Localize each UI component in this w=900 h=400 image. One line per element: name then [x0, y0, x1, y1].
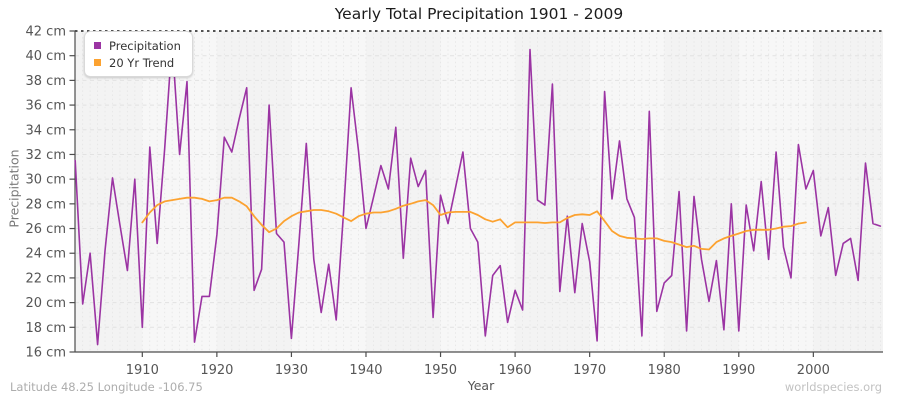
x-axis-title: Year	[467, 378, 495, 393]
watermark: worldspecies.org	[784, 380, 882, 394]
trend-line	[141, 196, 807, 251]
x-tick-label-1990: 1990	[722, 363, 755, 378]
legend-item-precipitation[interactable]: Precipitation	[94, 37, 181, 54]
trend-swatch-icon	[94, 59, 101, 66]
y-tick-label-16: 16 cm	[26, 346, 67, 361]
axis-lines	[74, 31, 883, 353]
y-tick-label-36: 36 cm	[26, 99, 67, 114]
precipitation-swatch-icon	[94, 42, 101, 49]
coordinates-caption: Latitude 48.25 Longitude -106.75	[10, 380, 203, 394]
y-tick-label-26: 26 cm	[26, 222, 67, 237]
y-tick-label-38: 38 cm	[26, 74, 67, 89]
decade-bands	[142, 31, 814, 352]
chart-title: Yearly Total Precipitation 1901 - 2009	[334, 5, 624, 23]
precipitation-line	[74, 40, 882, 346]
legend-label-trend: 20 Yr Trend	[109, 55, 175, 70]
y-tick-label-18: 18 cm	[26, 321, 67, 336]
x-tick-label-1960: 1960	[499, 363, 532, 378]
y-tick-label-24: 24 cm	[26, 247, 67, 262]
x-tick-label-1970: 1970	[573, 363, 606, 378]
x-tick-label-1940: 1940	[349, 363, 382, 378]
y-axis-ticks	[69, 30, 75, 353]
y-tick-label-20: 20 cm	[26, 296, 67, 311]
x-tick-label-1920: 1920	[200, 363, 233, 378]
x-tick-label-2000: 2000	[797, 363, 830, 378]
x-tick-label-1950: 1950	[424, 363, 457, 378]
y-tick-label-30: 30 cm	[26, 173, 67, 188]
y-tick-label-42: 42 cm	[26, 25, 67, 40]
y-axis-title: Precipitation	[6, 149, 22, 228]
x-tick-label-1980: 1980	[648, 363, 681, 378]
x-tick-label-1930: 1930	[275, 363, 308, 378]
y-tick-label-22: 22 cm	[26, 271, 67, 286]
x-axis-ticks	[141, 352, 814, 357]
y-tick-label-40: 40 cm	[26, 49, 67, 64]
y-tick-label-34: 34 cm	[26, 123, 67, 138]
x-axis-tick-labels: 1910 1920 1930 1940 1950 1960 1970 1980 1990 2000	[126, 363, 830, 378]
y-tick-label-28: 28 cm	[26, 197, 67, 212]
legend-label-precipitation: Precipitation	[109, 38, 181, 53]
x-tick-label-1910: 1910	[126, 363, 159, 378]
y-tick-label-32: 32 cm	[26, 148, 67, 163]
legend-box: Precipitation 20 Yr Trend	[84, 31, 193, 77]
legend-item-trend[interactable]: 20 Yr Trend	[94, 54, 181, 71]
y-axis-tick-labels: 16 cm 18 cm 20 cm 22 cm 24 cm 26 cm 28 cm 30 cm…	[26, 25, 67, 361]
